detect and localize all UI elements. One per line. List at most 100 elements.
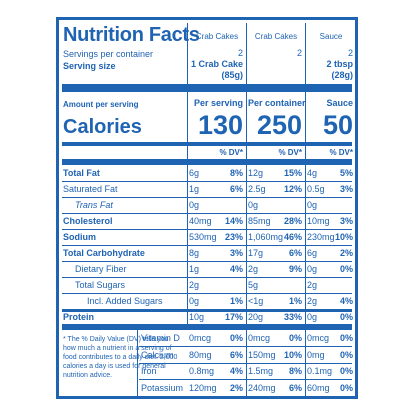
nutrient-amount: 0g: [189, 200, 200, 210]
nutrient-amount: 1,060mg: [248, 232, 284, 242]
dv-header: % DV*: [278, 148, 302, 157]
column-servings: 2: [237, 48, 243, 58]
nutrient-dv: 28%: [283, 216, 302, 226]
vitamin-amount: 240mg: [248, 382, 276, 393]
nutrient-dv: 0%: [339, 264, 353, 274]
amount-header: Per serving: [193, 98, 243, 108]
calories-value: 250: [256, 110, 302, 140]
nutrient-dv: 6%: [288, 248, 302, 258]
vitamin-dv: 0%: [339, 382, 353, 393]
calories-label: Calories: [63, 116, 142, 138]
nutrient-amount: 0g: [307, 200, 318, 210]
nutrient-dv: 0%: [339, 312, 353, 322]
nutrient-dv: 1%: [229, 296, 243, 306]
nutrient-amount: 0g: [248, 200, 259, 210]
vitamin-dv: 0%: [339, 349, 353, 360]
column-servings: 2: [347, 48, 353, 58]
row-rule: [62, 293, 352, 294]
column-name: Crab Cakes: [195, 32, 239, 41]
column-name: Sauce: [319, 32, 343, 41]
nutrient-dv: 4%: [229, 264, 243, 274]
thick-rule: [62, 84, 352, 92]
nutrient-amount: 4g: [307, 168, 318, 178]
nutrient-dv: 33%: [283, 312, 302, 322]
amount-header: Sauce: [326, 98, 353, 108]
amount-header: Per container: [248, 98, 306, 108]
vitamin-amount: 0mcg: [307, 333, 330, 343]
nutrient-amount: 17g: [248, 248, 264, 258]
vitamin-dv: 0%: [288, 333, 302, 343]
nutrient-amount: 1g: [189, 264, 200, 274]
thick-rule: [62, 159, 352, 165]
row-rule: [62, 213, 352, 214]
nutrient-amount: 230mg: [307, 232, 335, 242]
nutrient-amount: 40mg: [189, 216, 212, 226]
column-divider: [305, 23, 306, 396]
column-divider: [187, 23, 188, 324]
serving-size-label: Serving size: [63, 61, 116, 71]
calories-value: 50: [322, 110, 353, 140]
row-rule: [62, 181, 352, 182]
nutrient-label: Cholesterol: [63, 216, 113, 226]
label-title: Nutrition Facts: [63, 24, 200, 46]
nutrient-label: Total Carbohydrate: [63, 248, 145, 258]
row-rule: [62, 197, 352, 198]
vitamin-label: Vitamin D: [141, 333, 180, 343]
dv-header: % DV*: [219, 148, 243, 157]
nutrient-amount: 0g: [307, 312, 318, 322]
nutrient-amount: 2g: [307, 296, 318, 306]
footnote: * The % Daily Value (DV) tells you how m…: [63, 336, 178, 379]
vitamin-dv: 0%: [339, 333, 353, 343]
nutrient-amount: 6g: [307, 248, 318, 258]
vitamin-amount: 0mcg: [248, 333, 271, 343]
nutrient-amount: 0g: [189, 296, 200, 306]
vitamin-amount: 150mg: [248, 349, 276, 360]
nutrient-dv: 9%: [288, 264, 302, 274]
nutrient-label: Protein: [63, 312, 95, 322]
nutrient-amount: 8g: [189, 248, 200, 258]
vitamin-dv: 10%: [283, 349, 302, 360]
vitamin-dv: 4%: [229, 366, 243, 376]
nutrient-amount: 2g: [189, 280, 200, 290]
vitamin-dv: 6%: [288, 382, 302, 393]
nutrient-dv: 46%: [283, 232, 302, 242]
nutrition-facts-label: Nutrition Facts Servings per container S…: [56, 17, 358, 399]
nutrient-dv: 3%: [229, 248, 243, 258]
vitamin-amount: 80mg: [189, 349, 212, 360]
calories-value: 130: [197, 110, 243, 140]
nutrient-label: Total Fat: [63, 168, 100, 178]
nutrient-dv: 6%: [229, 184, 243, 194]
nutrient-dv: 17%: [224, 312, 243, 322]
column-serving-weight: (28g): [331, 70, 353, 80]
vitamin-amount: 120mg: [189, 382, 217, 393]
row-rule: [62, 245, 352, 246]
vitamin-dv: 6%: [229, 349, 243, 360]
vitamin-label: Iron: [141, 366, 157, 376]
column-serving-size: 2 tbsp: [326, 59, 353, 69]
nutrient-dv: 3%: [339, 184, 353, 194]
nutrient-amount: 5g: [248, 280, 259, 290]
nutrient-amount: <1g: [248, 296, 264, 306]
vitamin-amount: 0mg: [307, 349, 325, 360]
column-divider: [246, 23, 247, 396]
row-rule: [62, 309, 352, 312]
row-rule: [139, 346, 352, 347]
vitamin-dv: 2%: [229, 382, 243, 393]
column-serving-size: 1 Crab Cake: [190, 59, 243, 69]
nutrient-label: Saturated Fat: [63, 184, 118, 194]
nutrient-amount: 2g: [248, 264, 259, 274]
column-servings: 2: [296, 48, 302, 58]
medium-rule: [62, 142, 352, 146]
nutrient-amount: 1g: [189, 184, 200, 194]
nutrient-amount: 2.5g: [248, 184, 266, 194]
row-rule: [139, 379, 352, 380]
nutrient-amount: 2g: [307, 280, 318, 290]
vitamin-dv: 8%: [288, 366, 302, 376]
nutrient-label: Sodium: [63, 232, 96, 242]
vitamin-dv: 0%: [339, 366, 353, 376]
nutrient-amount: 0.5g: [307, 184, 325, 194]
footnote-divider: [137, 330, 138, 396]
nutrient-dv: 23%: [224, 232, 243, 242]
nutrient-dv: 1%: [288, 296, 302, 306]
column-name: Crab Cakes: [254, 32, 298, 41]
